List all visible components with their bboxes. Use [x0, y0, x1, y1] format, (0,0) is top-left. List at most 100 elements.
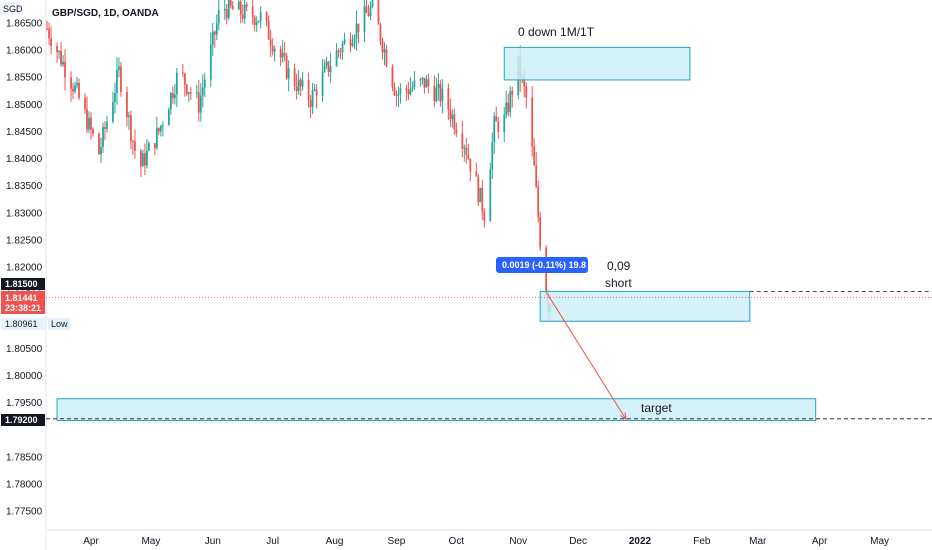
candle-body — [393, 86, 396, 95]
candle-body — [315, 89, 318, 96]
candle-body — [295, 86, 298, 92]
candle-body — [537, 186, 540, 218]
candle-body — [349, 39, 352, 46]
candle-body — [329, 66, 332, 72]
current-price-text: 1.81441 — [5, 293, 38, 303]
candle-body — [395, 94, 398, 96]
candle-body — [323, 65, 326, 72]
x-tick-label: Oct — [449, 536, 465, 547]
candle-body — [241, 14, 244, 19]
candle-body — [483, 211, 486, 222]
candle-body — [385, 49, 388, 67]
currency-label: SGD — [3, 4, 23, 14]
candle-body — [325, 61, 328, 66]
chart-title[interactable]: GBP/SGD, 1D, OANDA — [52, 8, 159, 19]
measure-badge[interactable] — [496, 257, 588, 273]
candle-body — [62, 61, 64, 65]
candle-body — [381, 41, 384, 53]
candle-body — [397, 93, 400, 96]
x-tick-label: Mar — [749, 536, 767, 547]
candle-body — [469, 158, 472, 172]
plot-area[interactable] — [46, 0, 932, 530]
candle-body — [335, 50, 338, 67]
countdown-text: 23:38:21 — [5, 303, 41, 313]
candle-body — [46, 28, 48, 30]
currency-badge-bg — [0, 2, 20, 15]
candle-body — [507, 102, 510, 113]
candle-body — [503, 114, 506, 132]
candle-body — [74, 85, 76, 92]
x-tick-label: Nov — [509, 536, 527, 547]
candle-body — [48, 28, 50, 39]
candle-body — [271, 45, 274, 52]
arrow-head-icon — [620, 412, 627, 421]
candle-body — [449, 109, 452, 120]
candle-body — [132, 141, 134, 143]
candle-body — [353, 38, 356, 44]
candle-body — [185, 84, 188, 94]
candle-body — [56, 46, 58, 53]
candle-body — [455, 129, 458, 134]
candle-body — [301, 80, 304, 87]
target-zone[interactable] — [56, 398, 817, 421]
candle-body — [84, 97, 86, 110]
candle-body — [100, 146, 102, 155]
candle-body — [535, 165, 538, 187]
measure-badge-text: 0.0019 (-0.11%) 19.8 — [502, 260, 586, 270]
zones[interactable] — [56, 46, 817, 421]
candle-body — [187, 92, 190, 94]
candle-body — [259, 12, 262, 21]
candle-body — [86, 109, 88, 130]
candle-body — [433, 85, 436, 102]
candle-body — [413, 80, 416, 88]
candle-body — [363, 6, 366, 32]
candle-body — [229, 0, 232, 6]
x-tick-label: Jun — [205, 536, 221, 547]
supply-zone[interactable] — [503, 46, 691, 81]
candle-body — [463, 147, 466, 149]
candle-body — [58, 51, 60, 53]
candle-body — [114, 93, 116, 102]
candle-body — [88, 117, 90, 130]
x-tick-label: Apr — [83, 536, 99, 547]
candle-body — [437, 83, 440, 89]
candle-body — [128, 115, 130, 118]
candle-body — [203, 79, 206, 88]
current-price-badge — [1, 291, 45, 314]
x-tick-label: 2022 — [629, 536, 652, 547]
candle-body — [493, 116, 496, 142]
candle-body — [441, 88, 444, 102]
y-tick-label: 1.84500 — [6, 127, 43, 138]
target-level-text: 1.79200 — [5, 415, 38, 425]
candle-body — [405, 88, 408, 91]
candle-body — [118, 66, 120, 70]
x-tick-label: May — [141, 536, 160, 547]
candle-body — [201, 87, 204, 96]
candle-body — [251, 6, 254, 18]
candle-body — [435, 88, 438, 102]
candle-body — [78, 82, 80, 98]
candle-body — [209, 44, 212, 80]
candle-body — [321, 71, 324, 96]
candle-body — [299, 79, 302, 87]
candle-body — [197, 92, 200, 113]
y-tick-label: 1.84000 — [6, 154, 43, 165]
y-tick-label: 1.78000 — [6, 479, 43, 490]
candle-body — [257, 20, 260, 22]
candlestick-series — [46, 0, 554, 322]
candle-body — [377, 0, 380, 25]
candle-body — [265, 12, 268, 21]
candle-body — [199, 95, 202, 113]
short-value-text: 0,09 — [607, 259, 631, 273]
candle-body — [379, 24, 382, 42]
candle-body — [223, 9, 226, 11]
candle-body — [227, 0, 230, 19]
candle-body — [72, 88, 74, 92]
candle-body — [171, 92, 174, 99]
candle-body — [195, 92, 198, 94]
short-zone[interactable] — [539, 290, 751, 322]
candle-body — [211, 31, 214, 45]
candle-body — [539, 217, 542, 248]
candle-body — [419, 79, 422, 81]
